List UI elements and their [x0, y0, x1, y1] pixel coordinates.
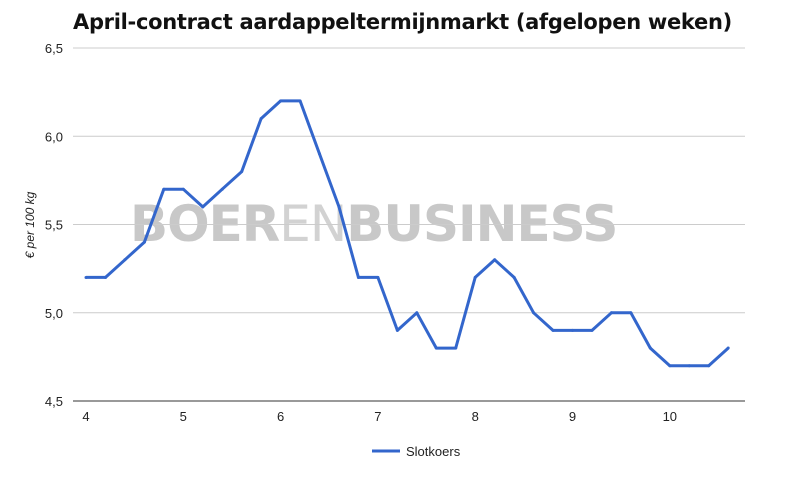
- data-point[interactable]: [590, 328, 594, 332]
- data-point[interactable]: [337, 205, 341, 209]
- data-point[interactable]: [142, 240, 146, 244]
- data-point[interactable]: [473, 275, 477, 279]
- data-point[interactable]: [395, 328, 399, 332]
- y-axis-label: € per 100 kg: [23, 191, 37, 258]
- data-point[interactable]: [532, 311, 536, 315]
- legend-label-slotkoers: Slotkoers: [406, 444, 461, 459]
- data-point[interactable]: [551, 328, 555, 332]
- chart-title: April-contract aardappeltermijnmarkt (af…: [73, 10, 732, 34]
- data-point[interactable]: [512, 275, 516, 279]
- y-tick-label: 6,0: [45, 129, 63, 144]
- data-point[interactable]: [240, 170, 244, 174]
- y-tick-label: 4,5: [45, 394, 63, 409]
- data-point[interactable]: [318, 152, 322, 156]
- data-point[interactable]: [415, 311, 419, 315]
- data-point[interactable]: [356, 275, 360, 279]
- data-point[interactable]: [609, 311, 613, 315]
- y-tick-label: 5,5: [45, 218, 63, 233]
- data-point[interactable]: [648, 346, 652, 350]
- y-tick-label: 6,5: [45, 41, 63, 56]
- gridlines: [73, 47, 745, 402]
- data-point[interactable]: [668, 364, 672, 368]
- data-point[interactable]: [571, 328, 574, 332]
- legend[interactable]: Slotkoers: [372, 444, 461, 459]
- data-point[interactable]: [434, 346, 438, 350]
- series-layer: [84, 99, 730, 368]
- y-tick-label: 5,0: [45, 306, 63, 321]
- data-point[interactable]: [707, 364, 711, 368]
- x-tick-label: 8: [472, 409, 479, 424]
- data-point[interactable]: [298, 99, 302, 103]
- data-point[interactable]: [493, 258, 497, 262]
- data-point[interactable]: [123, 258, 127, 262]
- x-tick-label: 6: [277, 409, 284, 424]
- x-tick-label: 7: [374, 409, 381, 424]
- data-point[interactable]: [201, 205, 205, 209]
- data-point[interactable]: [181, 187, 185, 191]
- data-point[interactable]: [279, 99, 283, 103]
- x-tick-label: 10: [663, 409, 677, 424]
- data-point[interactable]: [84, 275, 88, 279]
- data-point[interactable]: [162, 187, 166, 191]
- data-point[interactable]: [629, 311, 633, 315]
- y-axis-ticks: 4,5 5,0 5,5 6,0 6,5: [45, 41, 63, 409]
- data-point[interactable]: [103, 275, 107, 279]
- series-line-slotkoers[interactable]: [86, 99, 730, 368]
- data-point[interactable]: [454, 346, 458, 350]
- data-point[interactable]: [687, 364, 691, 368]
- x-tick-label: 9: [569, 409, 576, 424]
- x-tick-label: 5: [180, 409, 187, 424]
- data-point[interactable]: [220, 187, 224, 191]
- x-tick-label: 4: [82, 409, 89, 424]
- x-axis-ticks: 4 5 6 7 8 9 10: [82, 409, 677, 424]
- data-point[interactable]: [259, 117, 263, 121]
- data-point[interactable]: [726, 346, 730, 350]
- data-point[interactable]: [376, 275, 380, 279]
